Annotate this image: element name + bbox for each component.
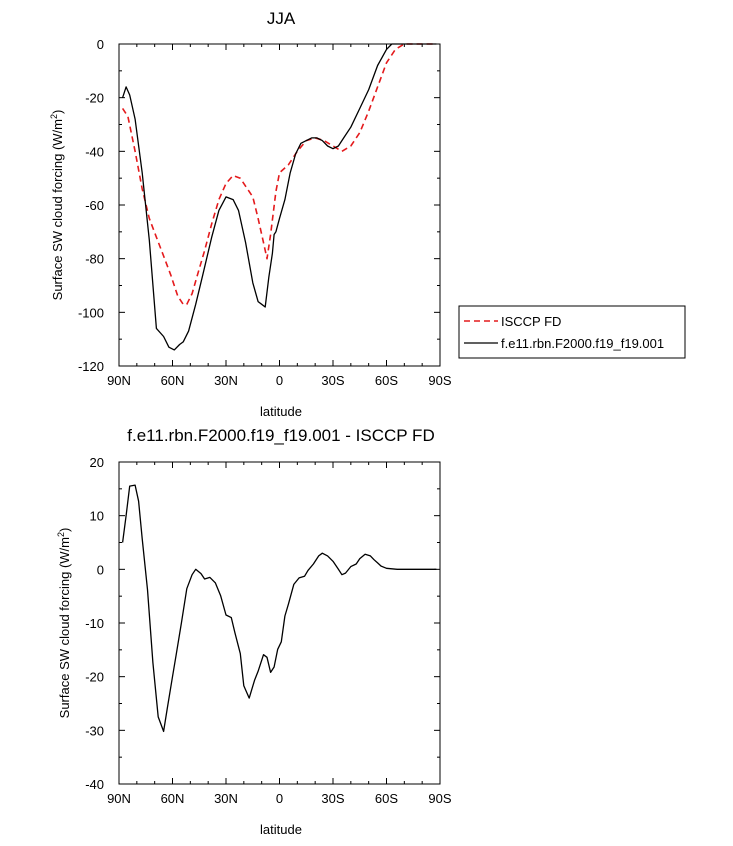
chart-top-xtick-label: 60N — [161, 373, 185, 388]
chart-bottom-title: f.e11.rbn.F2000.f19_f19.001 - ISCCP FD — [127, 426, 434, 445]
chart-top-ytick-label: -100 — [78, 305, 104, 320]
chart-top-xtick-label: 60S — [375, 373, 398, 388]
chart-top: JJA 90N 60N 30N 0 30S 60S 90S 0 -20 -40 -60 -80 -100… — [49, 9, 686, 419]
legend-label-isccp: ISCCP FD — [501, 314, 561, 329]
chart-bottom-xtick-label: 60S — [375, 791, 398, 806]
chart-top-ylabel: Surface SW cloud forcing (W/m2) — [49, 110, 65, 301]
chart-bottom-xlabel: latitude — [260, 822, 302, 837]
chart-bottom-ylabel-sup: 2 — [56, 532, 66, 537]
chart-bottom-ytick-label: -40 — [85, 777, 104, 792]
chart-bottom-ytick-label: -30 — [85, 723, 104, 738]
chart-bottom-ytick-label: -10 — [85, 616, 104, 631]
chart-top-ytick-label: -80 — [85, 252, 104, 267]
chart-top-ytick-label: -120 — [78, 359, 104, 374]
chart-top-ytick-label: -40 — [85, 144, 104, 159]
chart-bottom-ylabel-main: Surface SW cloud forcing (W/m — [57, 537, 72, 718]
chart-bottom-ticks: 90N 60N 30N 0 30S 60S 90S 20 10 0 -10 -20 -30 -40 — [85, 455, 452, 806]
legend-box — [458, 305, 686, 359]
chart-bottom-ytick-label: 10 — [90, 509, 104, 524]
chart-top-ytick-label: -60 — [85, 198, 104, 213]
legend-label-model: f.e11.rbn.F2000.f19_f19.001 — [501, 336, 664, 351]
chart-bottom-xtick-label: 30N — [214, 791, 238, 806]
chart-bottom-plot-frame — [118, 461, 441, 785]
chart-bottom-xtick-label: 90S — [428, 791, 451, 806]
chart-top-ylabel-sup: 2 — [49, 114, 59, 119]
chart-bottom: f.e11.rbn.F2000.f19_f19.001 - ISCCP FD 9… — [56, 426, 452, 837]
chart-top-ytick-label: -20 — [85, 91, 104, 106]
chart-bottom-ylabel-close: ) — [57, 528, 72, 532]
chart-top-ticks: 90N 60N 30N 0 30S 60S 90S 0 -20 -40 -60 -80 -100 -120 — [78, 37, 452, 388]
chart-bottom-xtick-label: 30S — [321, 791, 344, 806]
chart-bottom-xtick-label: 60N — [161, 791, 185, 806]
chart-top-xlabel: latitude — [260, 404, 302, 419]
chart-top-xtick-label: 30N — [214, 373, 238, 388]
chart-top-series-line-1 — [121, 43, 437, 351]
chart-bottom-xtick-label: 90N — [107, 791, 131, 806]
chart-bottom-ytick-label: 20 — [90, 455, 104, 470]
chart-bottom-ytick-label: 0 — [97, 562, 104, 577]
chart-bottom-ylabel: Surface SW cloud forcing (W/m2) — [56, 528, 72, 719]
chart-top-series-line-0 — [121, 43, 437, 306]
chart-top-legend: ISCCP FD f.e11.rbn.F2000.f19_f19.001 — [458, 305, 686, 359]
chart-bottom-xtick-label: 0 — [276, 791, 283, 806]
chart-top-ylabel-main: Surface SW cloud forcing (W/m — [50, 119, 65, 300]
chart-top-xtick-label: 0 — [276, 373, 283, 388]
chart-top-ylabel-close: ) — [50, 110, 65, 114]
chart-top-xtick-label: 30S — [321, 373, 344, 388]
chart-top-xtick-label: 90S — [428, 373, 451, 388]
chart-bottom-series-lines — [121, 484, 437, 733]
chart-top-xtick-label: 90N — [107, 373, 131, 388]
chart-bottom-series-line-0 — [121, 484, 437, 733]
chart-top-title: JJA — [267, 9, 296, 28]
chart-top-ytick-label: 0 — [97, 37, 104, 52]
chart-top-series-lines — [121, 43, 437, 351]
chart-top-plot-frame — [118, 43, 441, 367]
chart-bottom-ytick-label: -20 — [85, 670, 104, 685]
